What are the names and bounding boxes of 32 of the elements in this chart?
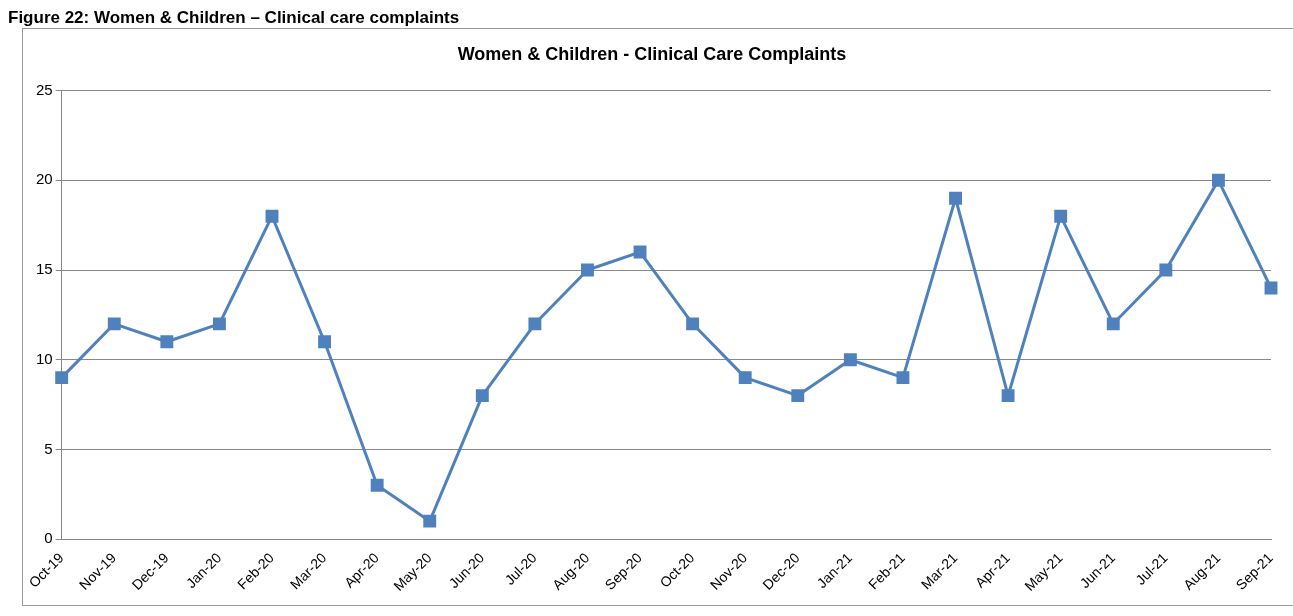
point <box>1211 173 1225 187</box>
point <box>265 209 279 223</box>
point <box>160 335 174 349</box>
point <box>528 317 542 331</box>
y-tick-label: 10 <box>36 349 53 367</box>
point <box>686 317 700 331</box>
y-tick-label: 0 <box>44 529 53 547</box>
point <box>633 245 647 259</box>
point <box>318 335 332 349</box>
point <box>1264 281 1278 295</box>
point <box>1054 209 1068 223</box>
point <box>1159 263 1173 277</box>
point <box>475 389 489 403</box>
point <box>896 371 910 385</box>
point <box>423 514 437 528</box>
point <box>55 371 69 385</box>
point <box>738 371 752 385</box>
point <box>843 353 857 367</box>
point <box>1001 389 1015 403</box>
y-tick-label: 15 <box>36 260 53 278</box>
point <box>791 389 805 403</box>
point <box>949 191 962 205</box>
y-tick-label: 20 <box>36 170 53 188</box>
y-tick-label: 25 <box>36 80 53 98</box>
point <box>581 263 594 277</box>
point <box>212 317 226 331</box>
caption: Figure 22: Women & Children – Clinical care complaints <box>8 8 461 28</box>
chart-title: Women & Children - Clinical Care Complaints <box>457 43 847 64</box>
y-tick-label: 5 <box>44 439 53 457</box>
point <box>107 317 121 331</box>
point <box>370 478 384 492</box>
point <box>1106 317 1120 331</box>
